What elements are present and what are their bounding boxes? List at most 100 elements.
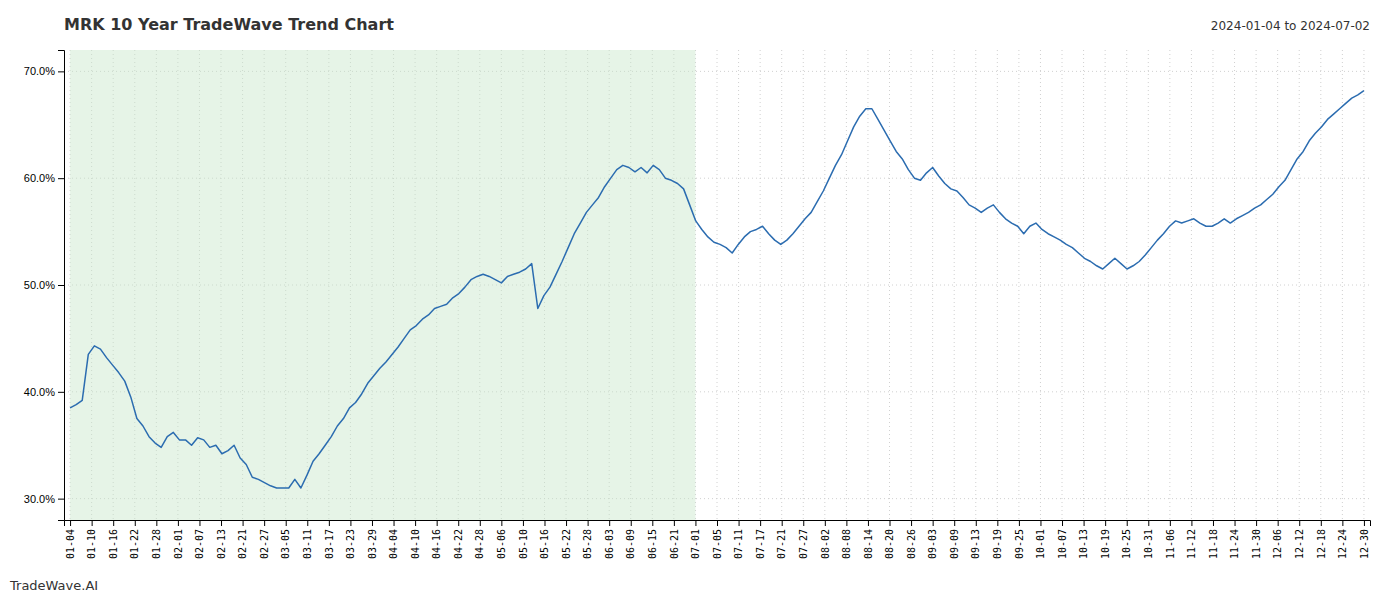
x-tick-label: 03-23	[345, 529, 356, 559]
x-tick-label: 11-12	[1186, 529, 1197, 559]
x-tick-label: 02-01	[173, 529, 184, 559]
x-tick-label: 04-10	[410, 529, 421, 559]
x-tick-mark	[1084, 520, 1085, 526]
x-tick-mark	[307, 520, 308, 526]
x-tick: 02-01	[173, 520, 184, 559]
x-tick-mark	[350, 520, 351, 526]
x-tick-mark	[178, 520, 179, 526]
x-tick-mark	[1342, 520, 1343, 526]
x-tick-mark	[286, 520, 287, 526]
x-tick-mark	[135, 520, 136, 526]
x-tick-label: 02-21	[237, 529, 248, 559]
x-tick: 10-25	[1121, 520, 1132, 559]
x-tick: 10-31	[1143, 520, 1154, 559]
x-tick-label: 07-17	[755, 529, 766, 559]
x-tick: 04-04	[388, 520, 399, 559]
x-tick-label: 02-27	[259, 529, 270, 559]
x-tick-label: 03-29	[367, 529, 378, 559]
x-tick-mark	[868, 520, 869, 526]
x-grid-line	[738, 50, 739, 520]
x-tick-label: 07-21	[776, 529, 787, 559]
x-tick-mark	[566, 520, 567, 526]
y-tick: 70.0%	[24, 65, 64, 77]
x-tick-label: 09-13	[970, 529, 981, 559]
x-tick-label: 09-09	[949, 529, 960, 559]
x-tick-mark	[1019, 520, 1020, 526]
x-grid-line	[1062, 50, 1063, 520]
x-tick-label: 01-16	[108, 529, 119, 559]
x-tick-label: 05-06	[496, 529, 507, 559]
x-tick-label: 09-19	[992, 529, 1003, 559]
annotation: TradeWave.AI	[9, 578, 98, 593]
x-tick-label: 08-02	[820, 529, 831, 559]
x-tick-label: 01-04	[65, 529, 76, 559]
x-tick: 11-06	[1165, 520, 1176, 559]
x-tick-mark	[631, 520, 632, 526]
x-grid-line	[1126, 50, 1127, 520]
x-grid-line	[954, 50, 955, 520]
x-tick-mark	[846, 520, 847, 526]
x-tick-mark	[199, 520, 200, 526]
x-tick-label: 01-10	[86, 529, 97, 559]
x-tick-label: 08-08	[841, 529, 852, 559]
x-grid-line	[1018, 50, 1019, 520]
x-tick: 04-28	[474, 520, 485, 559]
x-tick-label: 12-18	[1315, 529, 1326, 559]
marks	[70, 50, 1364, 520]
x-tick-label: 03-17	[324, 529, 335, 559]
x-tick: 01-10	[86, 520, 97, 559]
x-tick-mark	[890, 520, 891, 526]
x-tick: 07-01	[690, 520, 701, 559]
x-tick: 09-19	[992, 520, 1003, 559]
x-tick: 07-17	[755, 520, 766, 559]
x-tick-label: 07-27	[798, 529, 809, 559]
x-tick: 10-13	[1078, 520, 1089, 559]
x-tick: 07-11	[733, 520, 744, 559]
x-tick-label: 12-12	[1294, 529, 1305, 559]
x-tick-label: 11-06	[1165, 529, 1176, 559]
y-tick-label: 40.0%	[24, 386, 55, 398]
x-tick-label: 08-20	[884, 529, 895, 559]
x-tick: 10-07	[1057, 520, 1068, 559]
plot-area: 01-0401-1001-1601-2201-2802-0102-0702-13…	[24, 50, 1371, 559]
x-tick-label: 07-01	[690, 529, 701, 559]
x-tick: 11-12	[1186, 520, 1197, 559]
x-tick: 08-26	[906, 520, 917, 559]
x-tick: 07-21	[776, 520, 787, 559]
x-axis: 01-0401-1001-1601-2201-2802-0102-0702-13…	[65, 520, 1371, 559]
x-tick: 05-16	[539, 520, 550, 559]
x-tick-label: 04-28	[474, 529, 485, 559]
x-tick-label: 05-10	[518, 529, 529, 559]
x-tick: 12-24	[1337, 520, 1348, 559]
x-tick-mark	[1191, 520, 1192, 526]
x-tick: 05-28	[582, 520, 593, 559]
x-tick-label: 12-24	[1337, 529, 1348, 559]
x-tick-label: 10-31	[1143, 529, 1154, 559]
x-tick: 11-30	[1251, 520, 1262, 559]
x-tick-label: 06-03	[604, 529, 615, 559]
x-tick-label: 12-06	[1272, 529, 1283, 559]
x-tick: 09-25	[1014, 520, 1025, 559]
x-tick-mark	[782, 520, 783, 526]
y-tick: 60.0%	[24, 172, 64, 184]
x-tick: 04-22	[453, 520, 464, 559]
y-tick-label: 60.0%	[24, 172, 55, 184]
x-tick-mark	[458, 520, 459, 526]
x-tick-mark	[415, 520, 416, 526]
x-tick: 06-03	[604, 520, 615, 559]
y-tick-mark	[58, 499, 64, 500]
x-tick-label: 08-26	[906, 529, 917, 559]
subtitle: 2024-01-04 to 2024-07-02	[1211, 19, 1370, 33]
x-tick: 02-07	[194, 520, 205, 559]
x-tick-label: 10-01	[1035, 529, 1046, 559]
x-tick-label: 12-30	[1359, 529, 1370, 559]
x-tick-label: 04-04	[388, 529, 399, 559]
x-tick-label: 11-18	[1208, 529, 1219, 559]
y-tick: 40.0%	[24, 386, 64, 398]
x-grid-line	[1191, 50, 1192, 520]
x-tick: 12-30	[1359, 520, 1370, 559]
x-tick-mark	[1299, 520, 1300, 526]
x-tick: 01-16	[108, 520, 119, 559]
x-tick: 01-22	[129, 520, 140, 559]
x-tick-mark	[1040, 520, 1041, 526]
